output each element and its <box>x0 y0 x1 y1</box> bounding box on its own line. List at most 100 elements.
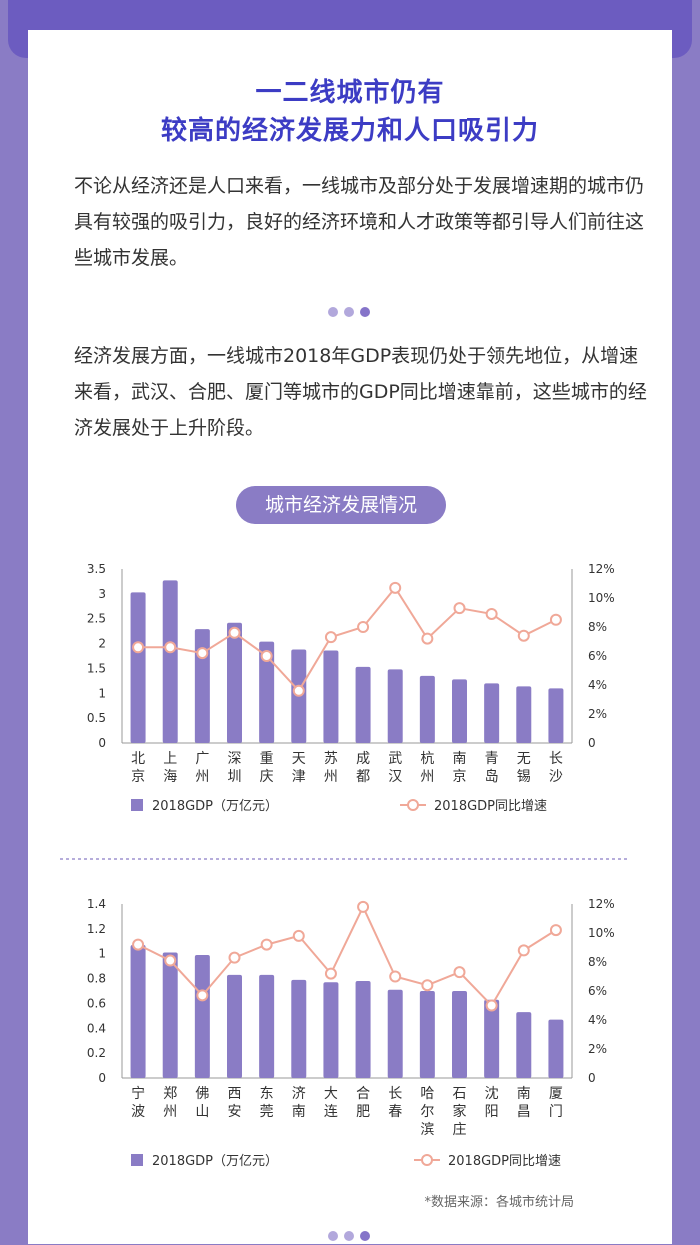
x-tick-label: 沈 <box>485 1086 499 1102</box>
growth-point <box>228 951 241 964</box>
growth-point <box>292 929 305 942</box>
dot-icon <box>360 1231 370 1241</box>
x-tick-label: 州 <box>420 769 434 785</box>
legend-line-marker <box>407 799 419 811</box>
gdp-bar <box>548 1019 564 1078</box>
y-left-tick-label: 0 <box>98 1071 106 1085</box>
growth-point <box>196 647 209 660</box>
y-right-tick-label: 0 <box>588 1071 596 1085</box>
x-tick-label: 阳 <box>485 1104 499 1120</box>
growth-point <box>324 631 337 644</box>
x-tick-label: 广 <box>195 751 209 767</box>
x-tick-label: 武 <box>388 751 402 767</box>
gdp-bar <box>484 683 500 743</box>
gdp-bar <box>516 686 532 743</box>
y-left-tick-label: 0 <box>98 736 106 750</box>
gdp-bar <box>484 999 500 1078</box>
economy-paragraph: 经济发展方面，一线城市2018年GDP表现仍处于领先地位，从增速来看，武汉、合肥… <box>74 345 647 439</box>
x-tick-label: 尔 <box>420 1104 434 1120</box>
x-tick-label: 济 <box>292 1086 306 1102</box>
x-tick-label: 都 <box>356 769 370 785</box>
growth-point <box>453 602 466 615</box>
x-tick-label: 郑 <box>163 1086 177 1102</box>
data-source-note: *数据来源：各城市统计局 <box>424 1195 574 1210</box>
x-tick-label: 京 <box>453 769 467 785</box>
y-left-tick-label: 1.5 <box>87 661 106 675</box>
x-tick-label: 州 <box>324 769 338 785</box>
gdp-bar <box>323 650 339 743</box>
y-right-tick-label: 8% <box>588 620 607 634</box>
gdp-bar <box>355 666 371 743</box>
dashed-divider <box>60 858 630 860</box>
x-tick-label: 苏 <box>324 751 338 767</box>
growth-point <box>421 632 434 645</box>
x-tick-label: 锡 <box>517 769 531 785</box>
x-tick-label: 东 <box>260 1086 274 1102</box>
x-tick-label: 京 <box>131 769 145 785</box>
x-tick-label: 春 <box>388 1104 402 1120</box>
y-right-tick-label: 0 <box>588 736 596 750</box>
x-tick-label: 滨 <box>420 1122 434 1138</box>
x-tick-label: 哈 <box>420 1086 434 1102</box>
gdp-bar <box>452 679 467 743</box>
x-tick-label: 长 <box>549 751 563 767</box>
x-tick-label: 岛 <box>485 769 499 785</box>
gdp-bar <box>162 580 178 743</box>
y-left-tick-label: 0.2 <box>87 1046 106 1060</box>
y-right-tick-label: 4% <box>588 1013 607 1027</box>
title-line-2: 较高的经济发展力和人口吸引力 <box>160 116 539 146</box>
growth-point <box>292 684 305 697</box>
x-tick-label: 汉 <box>388 769 402 785</box>
legend-line-label: 2018GDP同比增速 <box>448 1154 561 1169</box>
x-tick-label: 肥 <box>356 1104 370 1120</box>
x-tick-label: 南 <box>453 751 467 767</box>
growth-point <box>389 581 402 594</box>
growth-point <box>196 989 209 1002</box>
y-left-tick-label: 0.4 <box>87 1021 106 1035</box>
gdp-bar <box>194 954 210 1078</box>
intro-paragraph: 不论从经济还是人口来看，一线城市及部分处于发展增速期的城市仍具有较强的吸引力，良… <box>74 175 645 269</box>
y-left-tick-label: 1.2 <box>87 922 106 936</box>
growth-point <box>357 621 370 633</box>
gdp-bar <box>548 688 564 743</box>
y-left-tick-label: 0.5 <box>87 711 106 725</box>
gdp-bar <box>355 981 371 1078</box>
legend-bar-swatch <box>131 799 143 811</box>
x-tick-label: 庆 <box>260 769 274 785</box>
gdp-chart-1: 0 0.5 1 1.5 2 2.5 3 3.5 0 2% 4% 6% 8% 10% 12% 北京 上海 广州 深圳 重… <box>87 562 615 814</box>
gdp-bar <box>387 989 403 1078</box>
dot-icon <box>344 307 354 317</box>
dot-icon <box>328 1231 338 1241</box>
growth-point <box>132 938 145 951</box>
legend-line-label: 2018GDP同比增速 <box>434 799 547 814</box>
gdp-bar <box>227 622 242 743</box>
growth-point <box>485 999 498 1012</box>
x-tick-label: 州 <box>195 769 209 785</box>
x-tick-label: 安 <box>228 1104 242 1120</box>
growth-point <box>421 979 434 992</box>
gdp-bar <box>452 991 467 1078</box>
x-tick-label: 深 <box>228 751 242 767</box>
y-left-tick-label: 0.6 <box>87 996 106 1010</box>
legend-line-marker <box>421 1154 433 1166</box>
growth-point <box>389 970 402 983</box>
x-tick-label: 上 <box>163 751 177 767</box>
x-tick-label: 重 <box>260 751 274 767</box>
gdp-bar <box>387 669 403 743</box>
y-left-tick-label: 1.4 <box>87 897 106 911</box>
y-right-tick-label: 12% <box>588 897 615 911</box>
x-tick-label: 昌 <box>517 1104 531 1120</box>
gdp-bar <box>323 982 339 1078</box>
x-tick-label: 成 <box>356 751 370 767</box>
gdp-chart-2: 0 0.2 0.4 0.6 0.8 1 1.2 1.4 0 2% 4% 6% 8% 10% 12% 宁波 郑州 佛… <box>87 897 615 1169</box>
growth-point <box>132 641 145 654</box>
y-left-tick-label: 1 <box>98 686 106 700</box>
gdp-bar <box>259 641 275 743</box>
legend-bar-label: 2018GDP（万亿元） <box>152 1154 278 1169</box>
x-tick-label: 石 <box>453 1086 467 1102</box>
x-tick-label: 北 <box>131 751 145 767</box>
y-right-tick-label: 2% <box>588 1042 607 1056</box>
growth-point <box>517 629 530 642</box>
x-tick-label: 海 <box>163 769 177 785</box>
y-right-tick-label: 10% <box>588 591 615 605</box>
